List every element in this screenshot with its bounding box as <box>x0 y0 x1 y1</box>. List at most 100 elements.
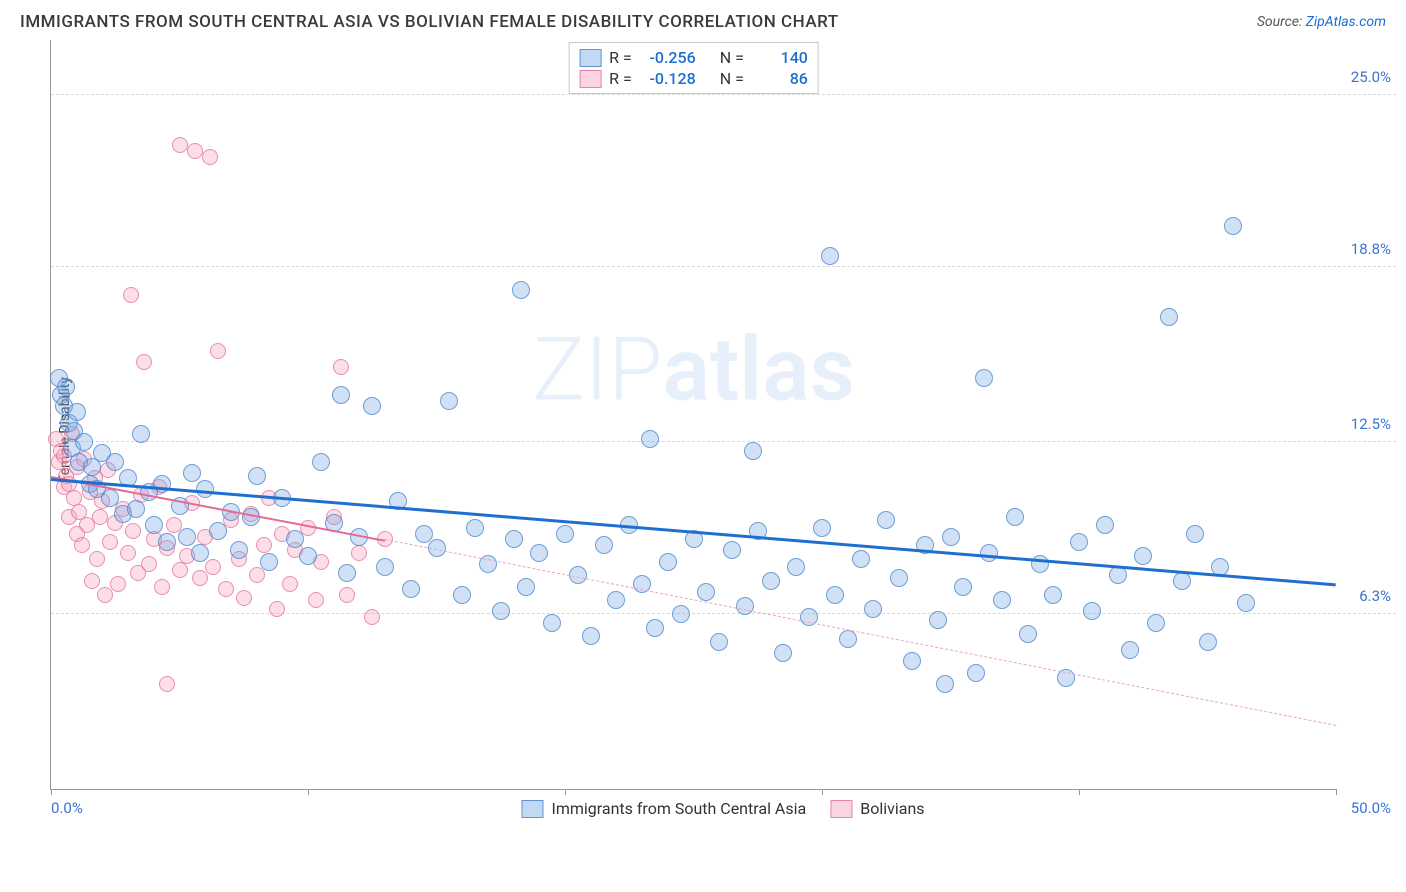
data-point <box>762 572 780 590</box>
data-point <box>299 547 317 565</box>
data-point <box>209 522 227 540</box>
legend-item-blue: Immigrants from South Central Asia <box>521 799 806 818</box>
data-point <box>736 597 754 615</box>
trendline <box>51 478 1336 586</box>
data-point <box>641 430 659 448</box>
data-point <box>154 579 170 595</box>
data-point <box>723 541 741 559</box>
plot-area: ZIPatlas R = -0.256 N = 140 R = -0.128 N… <box>50 40 1336 790</box>
data-point <box>1199 633 1217 651</box>
data-point <box>172 137 188 153</box>
data-point <box>980 544 998 562</box>
data-point <box>595 536 613 554</box>
data-point <box>466 519 484 537</box>
data-point <box>672 605 690 623</box>
data-point <box>607 591 625 609</box>
data-point <box>187 143 203 159</box>
data-point <box>75 433 93 451</box>
y-tick-label: 18.8% <box>1351 240 1391 258</box>
y-tick-label: 25.0% <box>1351 68 1391 86</box>
legend-swatch-pink <box>579 70 601 88</box>
data-point <box>92 509 108 525</box>
data-point <box>839 630 857 648</box>
legend-row-blue: R = -0.256 N = 140 <box>579 47 808 68</box>
data-point <box>376 558 394 576</box>
data-point <box>517 578 535 596</box>
data-point <box>183 464 201 482</box>
data-point <box>158 533 176 551</box>
data-point <box>127 500 145 518</box>
data-point <box>1224 217 1242 235</box>
data-point <box>1186 525 1204 543</box>
data-point <box>1121 641 1139 659</box>
data-point <box>136 354 152 370</box>
data-point <box>975 369 993 387</box>
data-point <box>256 537 272 553</box>
chart-title: IMMIGRANTS FROM SOUTH CENTRAL ASIA VS BO… <box>20 12 839 32</box>
data-point <box>697 583 715 601</box>
data-point <box>787 558 805 576</box>
data-point <box>813 519 831 537</box>
data-point <box>512 281 530 299</box>
data-point <box>993 591 1011 609</box>
data-point <box>646 619 664 637</box>
data-point <box>74 537 90 553</box>
y-tick-label: 12.5% <box>1351 415 1391 433</box>
data-point <box>68 403 86 421</box>
data-point <box>286 530 304 548</box>
data-point <box>1070 533 1088 551</box>
data-point <box>84 573 100 589</box>
source-link[interactable]: ZipAtlas.com <box>1306 14 1386 30</box>
data-point <box>543 614 561 632</box>
data-point <box>125 523 141 539</box>
correlation-legend: R = -0.256 N = 140 R = -0.128 N = 86 <box>568 42 819 94</box>
data-point <box>864 600 882 618</box>
data-point <box>191 544 209 562</box>
gridline <box>51 94 1396 95</box>
series-legend: Immigrants from South Central Asia Boliv… <box>521 799 924 818</box>
data-point <box>1096 516 1114 534</box>
data-point <box>1083 602 1101 620</box>
data-point <box>967 664 985 682</box>
data-point <box>710 633 728 651</box>
data-point <box>505 530 523 548</box>
data-point <box>582 627 600 645</box>
y-tick-label: 6.3% <box>1359 587 1391 605</box>
data-point <box>260 553 278 571</box>
data-point <box>205 559 221 575</box>
gridline <box>51 441 1396 442</box>
data-point <box>942 528 960 546</box>
data-point <box>826 586 844 604</box>
data-point <box>364 609 380 625</box>
data-point <box>453 586 471 604</box>
data-point <box>132 425 150 443</box>
legend-swatch-icon <box>830 800 852 818</box>
x-tick <box>1079 789 1080 795</box>
data-point <box>351 545 367 561</box>
data-point <box>123 287 139 303</box>
data-point <box>172 562 188 578</box>
legend-row-pink: R = -0.128 N = 86 <box>579 68 808 89</box>
data-point <box>312 453 330 471</box>
data-point <box>202 149 218 165</box>
data-point <box>530 544 548 562</box>
data-point <box>333 359 349 375</box>
data-point <box>954 578 972 596</box>
data-point <box>218 581 234 597</box>
data-point <box>363 397 381 415</box>
data-point <box>1006 508 1024 526</box>
data-point <box>1173 572 1191 590</box>
chart-container: Female Disability ZIPatlas R = -0.256 N … <box>50 40 1396 820</box>
x-max-label: 50.0% <box>1351 799 1391 817</box>
data-point <box>1019 625 1037 643</box>
data-point <box>332 386 350 404</box>
data-point <box>192 570 208 586</box>
data-point <box>57 378 75 396</box>
data-point <box>210 343 226 359</box>
data-point <box>282 576 298 592</box>
legend-swatch-icon <box>521 800 543 818</box>
data-point <box>101 489 119 507</box>
data-point <box>402 580 420 598</box>
data-point <box>230 541 248 559</box>
gridline <box>51 613 1396 614</box>
